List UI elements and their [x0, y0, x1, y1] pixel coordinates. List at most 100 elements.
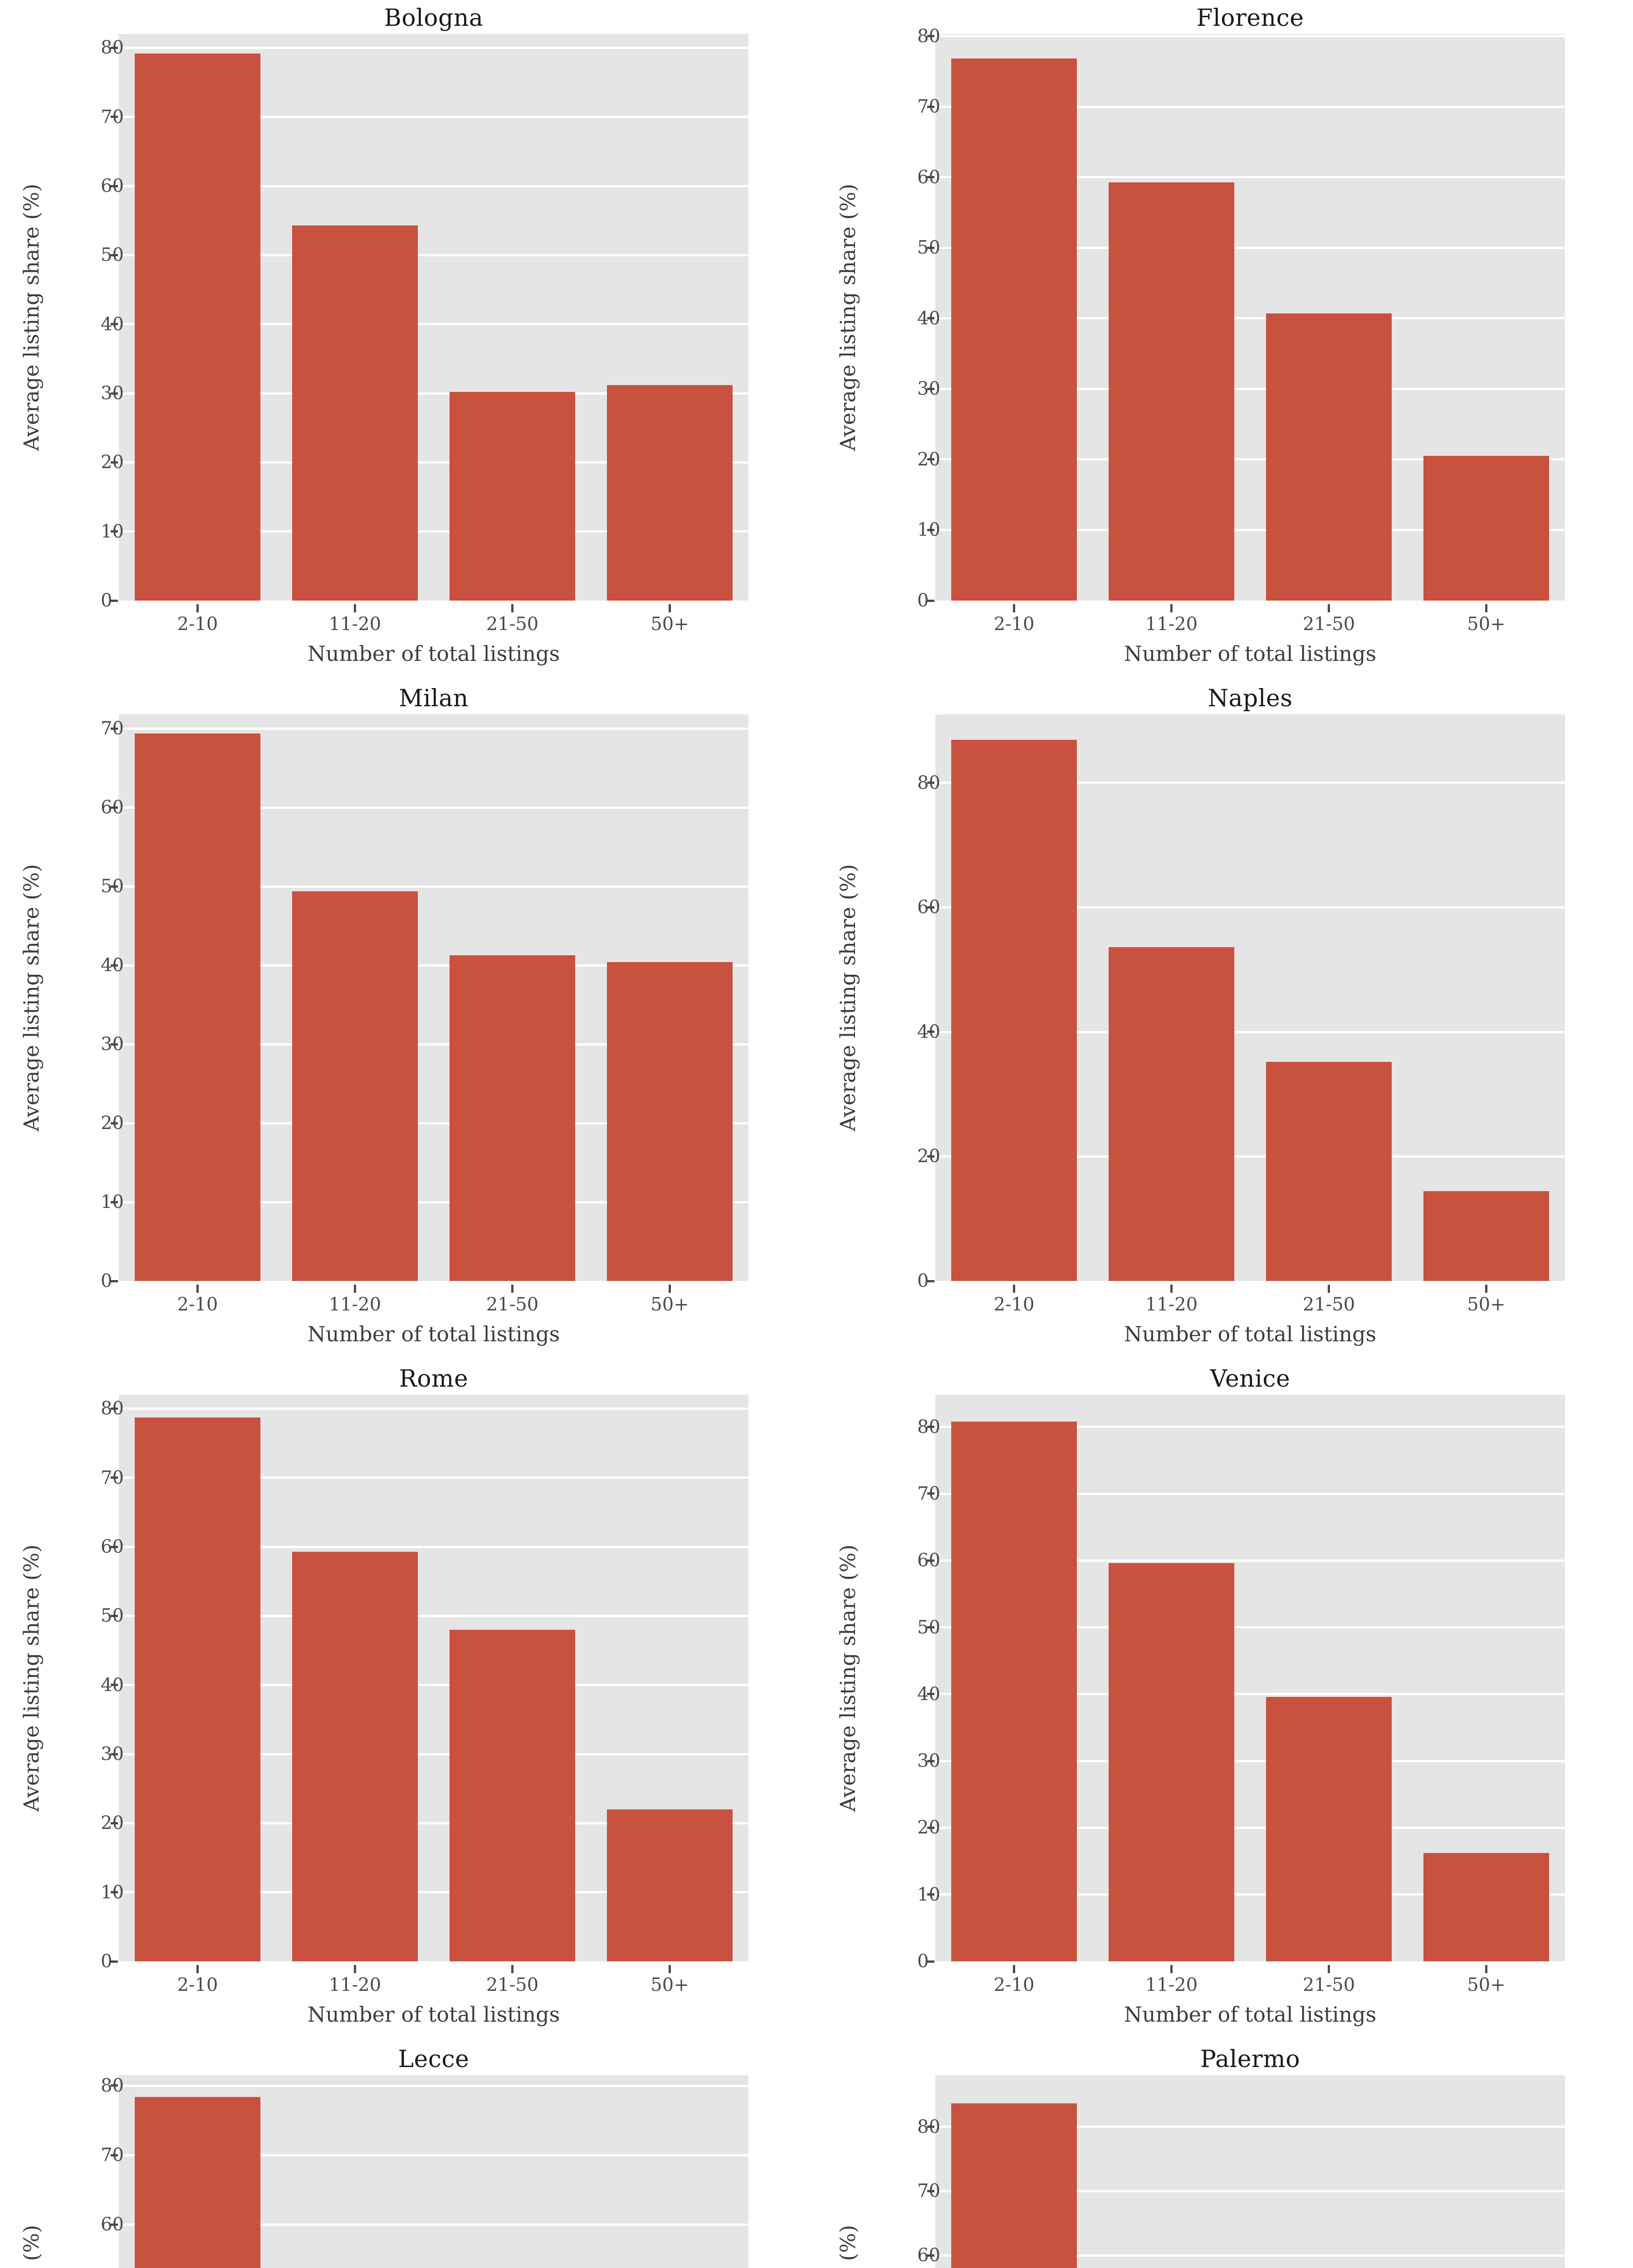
gridline: [119, 1684, 748, 1686]
y-axis-label: Average listing share (%): [836, 183, 860, 451]
bar: [1423, 1191, 1550, 1281]
panel-title: Rome: [399, 1365, 469, 1393]
chart-panel-naples: Naples 0 20 40 60 80 Average listing share (%)…: [816, 680, 1633, 1361]
y-tick-mark: [927, 2190, 934, 2192]
chart-panel-florence: Florence 0 10 20 30 40 50 60 70 80 Average listing…: [816, 0, 1633, 680]
x-tick-mark: [354, 604, 356, 612]
y-tick-mark: [111, 116, 118, 118]
gridline: [935, 1826, 1565, 1829]
x-tick-label: 21-50: [486, 1294, 539, 1315]
x-tick-label: 2-10: [177, 1975, 218, 1995]
x-tick-mark: [1328, 1965, 1330, 1973]
y-tick-mark: [111, 1407, 118, 1410]
gridline: [119, 885, 748, 888]
chart-panel-lecce: Lecce01020304050607080Average listing sh…: [0, 2041, 816, 2268]
x-tick-label: 50+: [650, 614, 689, 635]
gridline: [935, 2190, 1565, 2192]
x-axis-label: Number of total listings: [1124, 2002, 1377, 2027]
y-tick-mark: [111, 1545, 118, 1548]
bar: [134, 733, 261, 1281]
x-tick-mark: [1328, 1285, 1330, 1293]
x-tick-label: 11-20: [1145, 1975, 1198, 1995]
gridline: [119, 1122, 748, 1124]
x-tick-mark: [1013, 604, 1015, 612]
bar: [134, 2097, 261, 2268]
y-tick-mark: [111, 185, 118, 187]
x-axis-label: Number of total listings: [1124, 641, 1377, 666]
chart-panel-palermo: Palermo01020304050607080Average listing …: [816, 2041, 1633, 2268]
plot-area: [935, 714, 1565, 1281]
y-tick-mark: [111, 1280, 118, 1282]
x-tick-label: 21-50: [486, 614, 539, 635]
y-tick-mark: [927, 1155, 934, 1158]
y-tick-mark: [111, 885, 118, 888]
bars-layer: [119, 714, 748, 1281]
x-tick-mark: [511, 1285, 513, 1293]
y-tick-mark: [111, 2154, 118, 2156]
gridline: [935, 1559, 1565, 1562]
y-tick-mark: [111, 1476, 118, 1479]
y-tick-mark: [927, 246, 934, 249]
gridline: [935, 1626, 1565, 1629]
bar: [1423, 456, 1550, 601]
gridline: [119, 46, 748, 49]
x-tick-label: 50+: [1467, 614, 1506, 635]
y-tick-mark: [927, 2254, 934, 2257]
plot-area: [935, 1395, 1565, 1961]
panel-title: Naples: [1208, 685, 1293, 712]
x-tick-mark: [669, 604, 671, 612]
bar: [606, 962, 733, 1281]
gridline: [119, 806, 748, 809]
gridline: [119, 1614, 748, 1617]
y-tick-mark: [927, 906, 934, 909]
x-tick-mark: [511, 604, 513, 612]
gridline: [119, 2154, 748, 2156]
plot-area: [119, 714, 748, 1281]
gridline: [935, 1426, 1565, 1428]
y-tick-mark: [927, 1826, 934, 1829]
bar: [292, 891, 418, 1281]
bar: [1266, 1061, 1392, 1281]
x-tick-label: 2-10: [177, 614, 218, 635]
x-tick-mark: [1013, 1285, 1015, 1293]
plot-area: [119, 1395, 748, 1961]
plot-area: [119, 34, 748, 601]
y-tick-mark: [111, 727, 118, 730]
chart-panel-bologna: Bologna 0 10 20 30 40 50 60 70 80 Average listing …: [0, 0, 816, 680]
gridline: [935, 528, 1565, 531]
gridline: [119, 964, 748, 967]
x-tick-label: 11-20: [328, 1294, 381, 1315]
x-tick-mark: [354, 1965, 356, 1973]
bar: [1266, 313, 1392, 601]
gridline: [119, 185, 748, 187]
x-tick-mark: [1485, 1285, 1487, 1293]
gridline: [119, 116, 748, 118]
x-tick-mark: [354, 1285, 356, 1293]
gridline: [935, 1760, 1565, 1762]
x-tick-label: 21-50: [1302, 1294, 1355, 1315]
y-tick-mark: [111, 1891, 118, 1894]
x-tick-label: 2-10: [993, 614, 1035, 635]
y-tick-mark: [927, 599, 934, 602]
y-tick-mark: [111, 254, 118, 256]
y-tick-mark: [927, 105, 934, 108]
y-tick-mark: [927, 176, 934, 179]
gridline: [119, 1201, 748, 1203]
y-tick-mark: [111, 1822, 118, 1824]
bar: [134, 53, 261, 601]
x-tick-mark: [1170, 604, 1173, 612]
bars-layer: [119, 2075, 748, 2268]
y-tick-mark: [111, 530, 118, 533]
gridline: [119, 1545, 748, 1548]
gridline: [935, 1893, 1565, 1896]
gridline: [935, 2254, 1565, 2257]
gridline: [119, 254, 748, 256]
x-axis-label: Number of total listings: [1124, 1322, 1377, 1346]
x-tick-mark: [669, 1285, 671, 1293]
x-tick-label: 11-20: [1145, 614, 1198, 635]
y-tick-mark: [927, 1492, 934, 1495]
y-tick-mark: [111, 1043, 118, 1046]
gridline: [935, 906, 1565, 909]
x-tick-label: 11-20: [328, 1975, 381, 1995]
x-tick-mark: [1485, 604, 1487, 612]
